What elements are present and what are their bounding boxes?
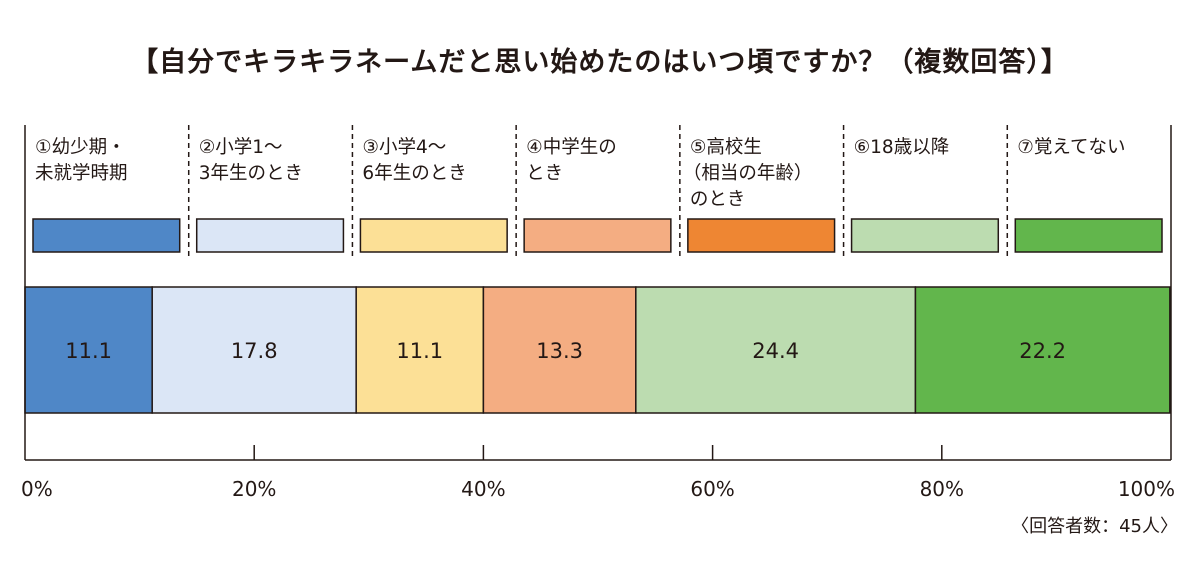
bar-segment [355, 286, 485, 414]
bar-area: 11.1 17.8 11.1 13.3 24.4 22.2 [24, 286, 1171, 414]
x-tick-label: 100% [1118, 477, 1175, 501]
legend-label: ⑦覚えてない [1017, 137, 1125, 158]
respondent-count: 〈回答者数：45人〉 [1011, 516, 1178, 537]
bar-segment [914, 286, 1171, 414]
data-label: 24.4 [752, 339, 799, 363]
legend-label: ③小学4～ 6年生のとき [362, 137, 466, 184]
legend: ①幼少期・未就学時期 ②小学1～ 3年生のとき ③小学4～ 6年生のとき ④中学生のとき ⑤… [32, 125, 1163, 258]
x-axis: 0% 20% 40% 60% 80% 100% [21, 125, 1175, 501]
data-label: 11.1 [65, 339, 112, 363]
bar-segment [151, 286, 357, 414]
legend-label: ⑥18歳以降 [854, 137, 950, 158]
legend-swatch [523, 218, 672, 253]
bar-segment [482, 286, 637, 414]
x-tick-label: 40% [461, 477, 505, 501]
x-tick-label: 0% [21, 477, 53, 501]
x-tick-label: 80% [920, 477, 964, 501]
legend-label: ①幼少期・未就学時期 [35, 137, 128, 184]
legend-swatch [687, 218, 836, 253]
data-label: 17.8 [231, 339, 278, 363]
data-label: 13.3 [536, 339, 583, 363]
legend-swatch [195, 218, 345, 253]
legend-label: ④中学生のとき [526, 137, 617, 184]
data-label: 22.2 [1019, 339, 1066, 363]
legend-swatch [359, 218, 508, 253]
data-label: 11.1 [396, 339, 443, 363]
legend-swatch [850, 218, 1000, 253]
legend-label: ⑤高校生（相当の年齢）のとき [683, 137, 813, 210]
legend-swatch [1014, 218, 1163, 253]
x-tick-label: 20% [232, 477, 276, 501]
bar-segment [635, 286, 917, 414]
chart-title: 【自分でキラキラネームだと思い始めたのはいつ頃ですか？（複数回答）】 [131, 47, 1069, 78]
legend-swatch [32, 218, 181, 253]
x-tick-label: 60% [690, 477, 734, 501]
legend-label: ②小学1～ 3年生のとき [199, 137, 303, 184]
